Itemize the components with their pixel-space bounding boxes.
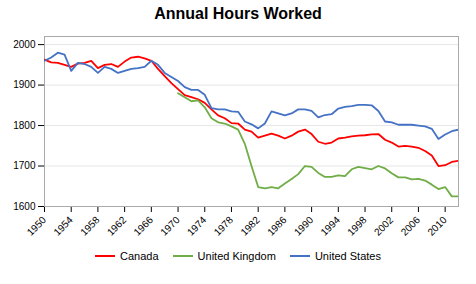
- html-text:Canada: Canada: [120, 250, 159, 262]
- svg-text:1900: 1900: [13, 79, 36, 90]
- svg-text:2010: 2010: [425, 214, 449, 238]
- html-text:United States: United States: [314, 250, 381, 262]
- svg-text:1966: 1966: [132, 214, 156, 238]
- svg-text:1974: 1974: [185, 214, 209, 238]
- svg-text:1970: 1970: [158, 214, 182, 238]
- svg-text:1700: 1700: [13, 160, 36, 171]
- svg-text:1962: 1962: [105, 214, 129, 238]
- svg-text:1982: 1982: [238, 214, 262, 238]
- html-text:Annual Hours Worked: Annual Hours Worked: [154, 5, 322, 22]
- svg-text:1998: 1998: [345, 214, 369, 238]
- svg-text:1800: 1800: [13, 120, 36, 131]
- svg-text:1994: 1994: [318, 214, 342, 238]
- svg-text:1600: 1600: [13, 201, 36, 212]
- svg-text:2006: 2006: [399, 214, 423, 238]
- svg-text:2002: 2002: [372, 214, 396, 238]
- svg-text:1990: 1990: [292, 214, 316, 238]
- html-text:United Kingdom: United Kingdom: [197, 250, 276, 262]
- svg-text:2000: 2000: [13, 39, 36, 50]
- svg-text:1954: 1954: [51, 214, 75, 238]
- svg-text:1950: 1950: [25, 214, 49, 238]
- svg-text:1978: 1978: [212, 214, 236, 238]
- svg-text:1986: 1986: [265, 214, 289, 238]
- svg-text:1958: 1958: [78, 214, 102, 238]
